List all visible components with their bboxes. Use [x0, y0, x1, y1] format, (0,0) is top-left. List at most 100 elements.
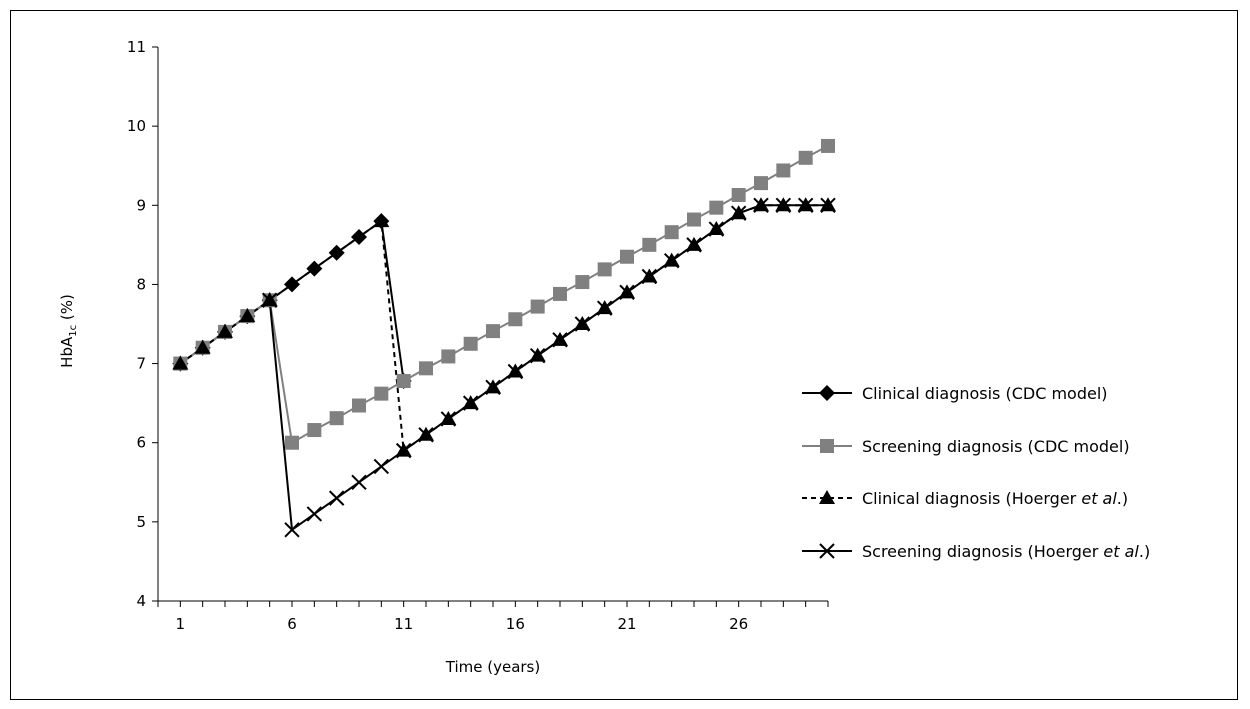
square-marker [307, 423, 322, 438]
y-axis-label: HbA1c (%) [58, 294, 79, 368]
chart-frame [10, 10, 1238, 700]
diamond-marker [306, 260, 323, 277]
square-marker [754, 176, 768, 191]
y-tick-label: 7 [136, 355, 146, 373]
cross-stroke [529, 347, 546, 364]
diamond-marker [351, 228, 367, 245]
cross-stroke [373, 458, 390, 475]
square-marker [731, 187, 746, 202]
triangle-marker [373, 213, 390, 228]
square-marker [664, 225, 679, 240]
series-markers [172, 138, 836, 538]
y-tick-label: 5 [136, 513, 146, 531]
y-tick-label: 9 [136, 196, 146, 214]
y-tick-label: 4 [136, 592, 146, 610]
legend-label-italic: et al [1103, 542, 1139, 561]
series-line-screening-diagnosis-hoerger-et-al [268, 204, 828, 532]
x-tick-label: 11 [394, 615, 413, 633]
x-tick-label: 16 [506, 615, 525, 633]
triangle-marker [217, 323, 233, 338]
square-marker [329, 411, 344, 426]
y-tick-label: 10 [127, 117, 146, 135]
square-marker [642, 237, 657, 252]
triangle-marker [239, 308, 256, 323]
square-marker [798, 150, 813, 165]
cross-marker [351, 474, 367, 490]
y-axis-label-main: HbA [58, 336, 76, 368]
legend-item-clinical-diagnosis-hoerger-et-al: Clinical diagnosis (Hoerger et al.) [802, 489, 1128, 508]
cross-marker [797, 197, 814, 213]
cross-marker [395, 442, 412, 459]
series-markers-screening-diagnosis-cdc-model [173, 138, 835, 450]
cross-stroke [753, 197, 769, 213]
cross-stroke [328, 490, 345, 506]
square-marker [374, 386, 389, 401]
cross-stroke [507, 363, 524, 380]
cross-stroke [306, 506, 323, 522]
cross-stroke [284, 522, 300, 538]
cross-stroke [462, 395, 479, 411]
cross-stroke [641, 268, 658, 285]
cross-marker [663, 252, 680, 269]
legend-label-text: Screening diagnosis (CDC model) [862, 437, 1130, 456]
cross-stroke [596, 300, 613, 316]
cross-marker [261, 292, 278, 308]
legend-item-screening-diagnosis-cdc-model: Screening diagnosis (CDC model) [802, 437, 1130, 456]
cross-marker [819, 543, 835, 559]
cross-marker [552, 332, 568, 348]
legend-label-italic: et al [1081, 489, 1117, 508]
cross-stroke [574, 316, 591, 332]
square-marker [508, 312, 523, 327]
series-markers-clinical-diagnosis-cdc-model [172, 213, 412, 389]
cross-marker [753, 197, 769, 213]
legend-label-text: Clinical diagnosis (Hoerger [862, 489, 1081, 508]
cross-marker [418, 427, 434, 443]
cross-stroke [708, 221, 725, 237]
cross-marker [641, 268, 658, 285]
cross-marker [775, 197, 792, 213]
legend-label-text: Clinical diagnosis (CDC model) [862, 384, 1108, 403]
cross-stroke [619, 284, 635, 301]
series-line-clinical-diagnosis-cdc-model [179, 219, 405, 382]
diamond-marker [284, 276, 300, 293]
square-marker [285, 435, 299, 450]
y-tick-label: 8 [136, 275, 146, 293]
cross-marker [284, 522, 300, 538]
cross-stroke [440, 411, 457, 427]
square-marker [486, 324, 500, 339]
cross-stroke [730, 205, 747, 221]
legend-label: Clinical diagnosis (CDC model) [862, 384, 1108, 403]
series-line-clinical-diagnosis-hoerger-et-al [179, 204, 828, 453]
cross-stroke [819, 543, 835, 559]
x-tick-label: 1 [176, 615, 186, 633]
cross-stroke [552, 332, 568, 348]
cross-marker [529, 347, 546, 364]
x-tick-label: 21 [617, 615, 636, 633]
x-tick-label: 6 [287, 615, 297, 633]
cross-marker [730, 205, 747, 221]
y-tick-label: 11 [127, 38, 146, 56]
x-axis-label: Time (years) [445, 658, 540, 676]
cross-marker [574, 316, 591, 332]
square-marker [463, 336, 478, 351]
diamond-marker [328, 244, 345, 261]
cross-marker [619, 284, 635, 301]
cross-stroke [395, 442, 412, 459]
cross-marker [328, 490, 345, 506]
square-marker [620, 249, 634, 264]
cross-marker [686, 237, 702, 253]
cross-stroke [820, 197, 836, 213]
y-axis-label-unit: (%) [58, 294, 76, 325]
square-marker [687, 212, 701, 227]
square-marker [820, 439, 834, 453]
series-markers-screening-diagnosis-hoerger-et-al [261, 197, 836, 538]
cross-stroke [351, 474, 367, 490]
cross-marker [462, 395, 479, 411]
cross-stroke [261, 292, 278, 308]
x-tick-label: 26 [729, 615, 748, 633]
legend-label: Screening diagnosis (Hoerger et al.) [862, 542, 1150, 561]
square-marker [419, 361, 433, 376]
legend-label: Screening diagnosis (CDC model) [862, 437, 1130, 456]
